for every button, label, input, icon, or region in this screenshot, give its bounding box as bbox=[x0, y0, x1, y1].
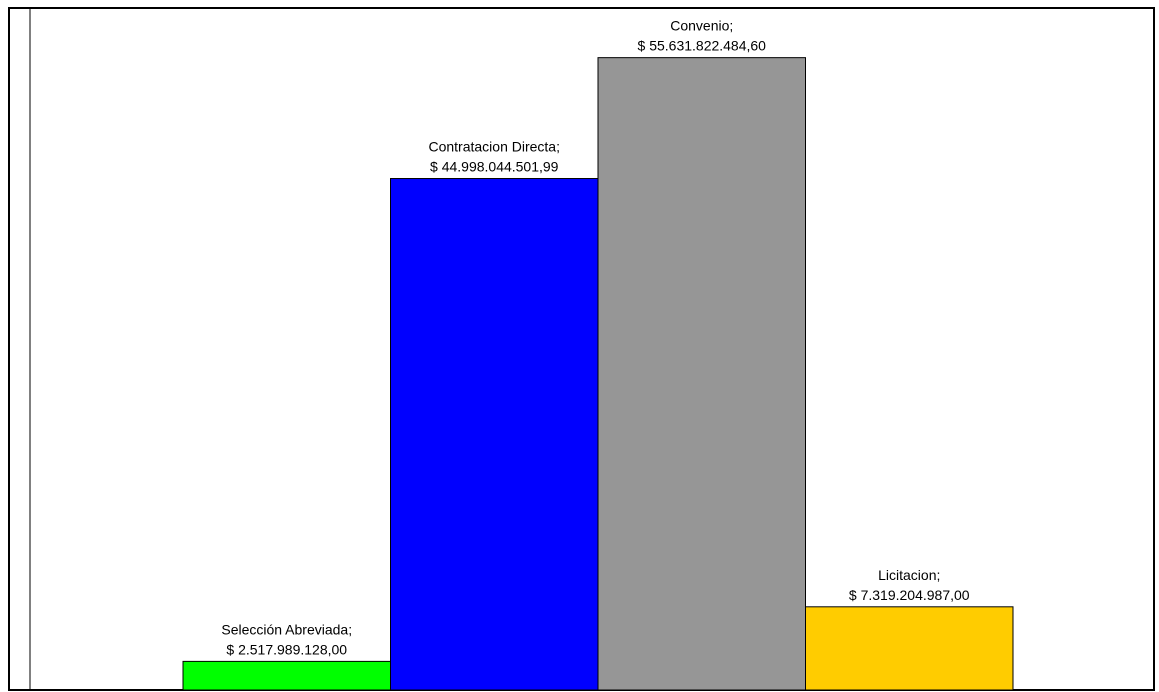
data-label-value-convenio: $ 55.631.822.484,60 bbox=[638, 38, 767, 54]
data-label-value-contratacion-directa: $ 44.998.044.501,99 bbox=[430, 159, 559, 175]
data-label-category-contratacion-directa: Contratacion Directa; bbox=[428, 139, 560, 155]
data-label-value-seleccion-abreviada: $ 2.517.989.128,00 bbox=[226, 641, 347, 657]
bars-group bbox=[182, 57, 1014, 691]
data-label-category-convenio: Convenio; bbox=[670, 18, 733, 34]
bar-licitacion bbox=[805, 606, 1014, 691]
bar-contratacion-directa bbox=[390, 178, 599, 691]
bar-seleccion-abreviada bbox=[182, 660, 391, 691]
data-label-value-licitacion: $ 7.319.204.987,00 bbox=[849, 587, 970, 603]
data-label-category-licitacion: Licitacion; bbox=[878, 567, 940, 583]
labels-group: Selección Abreviada; $ 2.517.989.128,00 Co… bbox=[221, 18, 969, 658]
data-label-category-seleccion-abreviada: Selección Abreviada; bbox=[221, 621, 352, 637]
bar-convenio bbox=[597, 57, 806, 691]
